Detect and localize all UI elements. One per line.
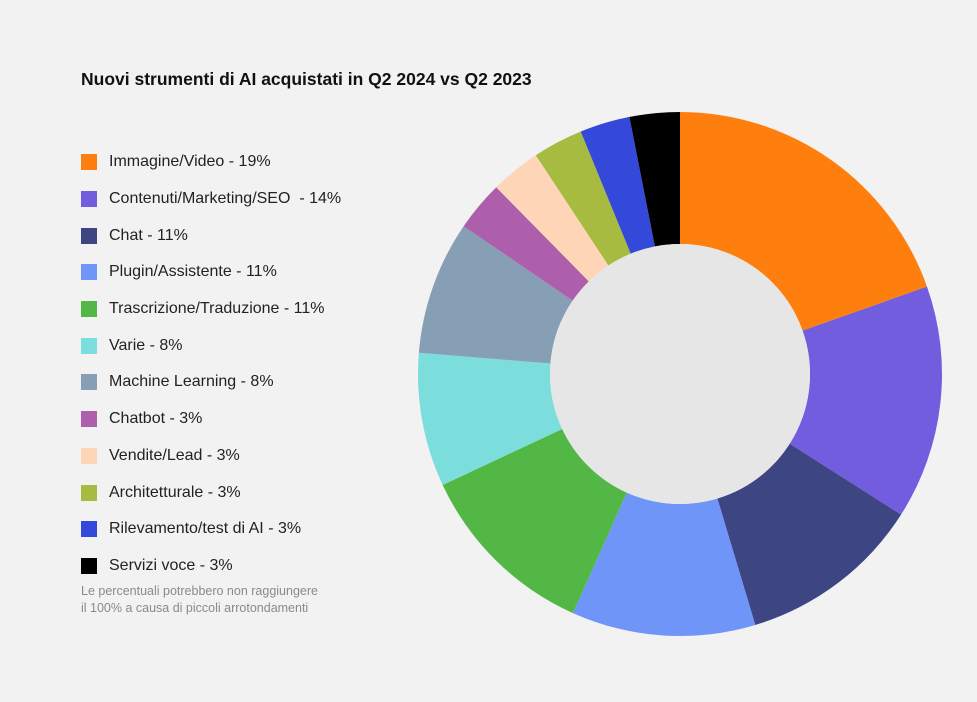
legend-label: Architetturale - 3%	[109, 483, 241, 501]
legend-item: Servizi voce - 3%	[81, 548, 341, 585]
legend-swatch	[81, 521, 97, 538]
legend-swatch	[81, 557, 97, 574]
legend-item: Plugin/Assistente - 11%	[81, 254, 341, 291]
pie-slice	[680, 112, 927, 331]
donut-hole	[550, 244, 810, 504]
legend-label: Chatbot - 3%	[109, 410, 203, 428]
pie-slice	[496, 155, 609, 282]
pie-slice	[418, 226, 573, 364]
legend-swatch	[81, 154, 97, 171]
pie-slice	[789, 286, 942, 515]
legend-swatch	[81, 447, 97, 464]
legend-item: Rilevamento/test di AI - 3%	[81, 511, 341, 548]
donut-chart	[418, 112, 942, 636]
legend-label: Plugin/Assistente - 11%	[109, 263, 277, 281]
legend-label: Rilevamento/test di AI - 3%	[109, 520, 302, 538]
footnote: Le percentuali potrebbero non raggiunger…	[81, 584, 318, 615]
legend-swatch	[81, 264, 97, 281]
pie-slice	[418, 352, 563, 485]
legend-swatch	[81, 374, 97, 391]
legend-item: Immagine/Video - 19%	[81, 144, 341, 181]
legend-swatch	[81, 227, 97, 244]
legend-label: Immagine/Video - 19%	[109, 153, 271, 171]
pie-slice	[717, 443, 902, 625]
legend-label: Contenuti/Marketing/SEO - 14%	[109, 190, 342, 208]
legend-label: Varie - 8%	[109, 336, 183, 354]
legend-item: Chat - 11%	[81, 217, 341, 254]
legend-item: Chatbot - 3%	[81, 401, 341, 438]
legend-label: Vendite/Lead - 3%	[109, 446, 240, 464]
pie-slice	[580, 116, 655, 254]
legend-label: Trascrizione/Traduzione - 11%	[109, 300, 325, 318]
legend-swatch	[81, 301, 97, 318]
legend-swatch	[81, 337, 97, 354]
chart-legend: Immagine/Video - 19% Contenuti/Marketing…	[81, 144, 341, 584]
legend-item: Trascrizione/Traduzione - 11%	[81, 291, 341, 328]
legend-item: Contenuti/Marketing/SEO - 14%	[81, 181, 341, 218]
legend-item: Machine Learning - 8%	[81, 364, 341, 401]
pie-slice	[535, 131, 631, 266]
legend-swatch	[81, 484, 97, 501]
legend-item: Architetturale - 3%	[81, 474, 341, 511]
chart-title: Nuovi strumenti di AI acquistati in Q2 2…	[81, 69, 532, 89]
pie-slice	[572, 492, 756, 636]
legend-item: Vendite/Lead - 3%	[81, 438, 341, 475]
legend-swatch	[81, 411, 97, 428]
pie-slice	[442, 429, 627, 614]
legend-label: Chat - 11%	[109, 226, 188, 244]
legend-item: Varie - 8%	[81, 327, 341, 364]
pie-slice	[463, 187, 589, 301]
pie-slice	[629, 112, 680, 247]
legend-swatch	[81, 191, 97, 208]
legend-label: Machine Learning - 8%	[109, 373, 274, 391]
legend-label: Servizi voce - 3%	[109, 556, 233, 574]
